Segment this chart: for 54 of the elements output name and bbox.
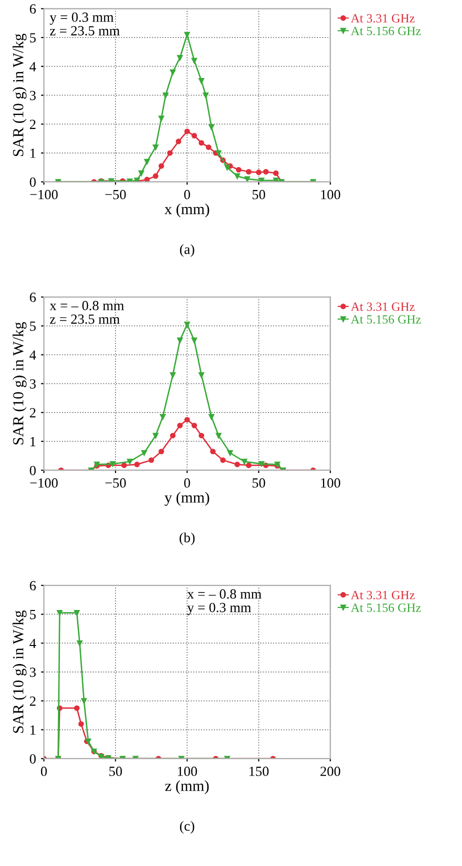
y-tick-label: 0	[30, 466, 36, 476]
legend-label: At 5.156 GHz	[350, 26, 421, 36]
legend-label: At 5.156 GHz	[350, 315, 421, 324]
y-tick-label: 2	[30, 120, 36, 129]
y-tick-label: 4	[30, 638, 36, 648]
y-tick-label: 2	[30, 696, 36, 706]
text: (a)	[180, 244, 194, 257]
x-axis-title: y (mm)	[164, 492, 210, 506]
y-tick-label: 1	[30, 725, 36, 735]
y-axis-title: SAR (10 g) in W/kg	[12, 34, 27, 156]
legend-label: At 5.156 GHz	[350, 604, 421, 612]
y-axis-title: SAR (10 g) in W/kg	[12, 610, 27, 733]
x-tick-label: −50	[105, 190, 126, 200]
y-tick-label: 1	[30, 437, 36, 446]
y-tick-label: 4	[30, 350, 36, 360]
y-tick-label: 6	[30, 581, 36, 590]
legend-label: At 3.31 GHz	[350, 14, 415, 23]
x-tick-label: 50	[252, 478, 266, 488]
y-tick-label: 1	[30, 148, 36, 158]
y-tick-label: 5	[30, 322, 36, 331]
y-tick-label: 5	[30, 610, 36, 620]
x-axis-title: x (mm)	[164, 203, 210, 218]
x-tick-label: −100	[30, 478, 58, 488]
x-tick-label: 100	[178, 766, 197, 776]
x-tick-label: 100	[321, 478, 340, 488]
x-tick-label: 50	[252, 190, 266, 200]
y-tick-label: 4	[30, 62, 36, 72]
x-axis-title: z (mm)	[165, 780, 209, 794]
x-tick-label: 0	[184, 478, 190, 488]
text: (b)	[180, 532, 195, 546]
annotation: x = – 0.8 mm z = 23.5 mm	[50, 300, 124, 324]
annotation: y = 0.3 mm z = 23.5 mm	[50, 12, 120, 36]
y-tick-label: 0	[30, 754, 36, 764]
x-tick-label: 100	[321, 190, 340, 200]
x-tick-label: 150	[250, 766, 269, 776]
y-tick-label: 3	[30, 90, 36, 100]
x-tick-label: 0	[184, 190, 190, 200]
x-tick-label: 200	[320, 766, 340, 776]
text: (c)	[180, 820, 194, 834]
y-tick-label: 6	[30, 4, 36, 14]
annotation: x = – 0.8 mm y = 0.3 mm	[187, 589, 262, 616]
legend-label: At 3.31 GHz	[350, 302, 415, 311]
x-tick-label: −50	[105, 478, 126, 488]
y-tick-label: 6	[30, 292, 36, 302]
x-tick-label: 50	[109, 766, 122, 776]
y-tick-label: 0	[30, 177, 36, 187]
y-tick-label: 2	[30, 408, 36, 418]
x-tick-label: −100	[30, 190, 58, 200]
y-tick-label: 3	[30, 668, 36, 677]
y-tick-label: 3	[30, 379, 36, 389]
y-tick-label: 5	[30, 33, 36, 42]
y-axis-title: SAR (10 g) in W/kg	[12, 322, 27, 444]
x-tick-label: 0	[40, 766, 47, 776]
legend-label: At 3.31 GHz	[350, 590, 415, 600]
